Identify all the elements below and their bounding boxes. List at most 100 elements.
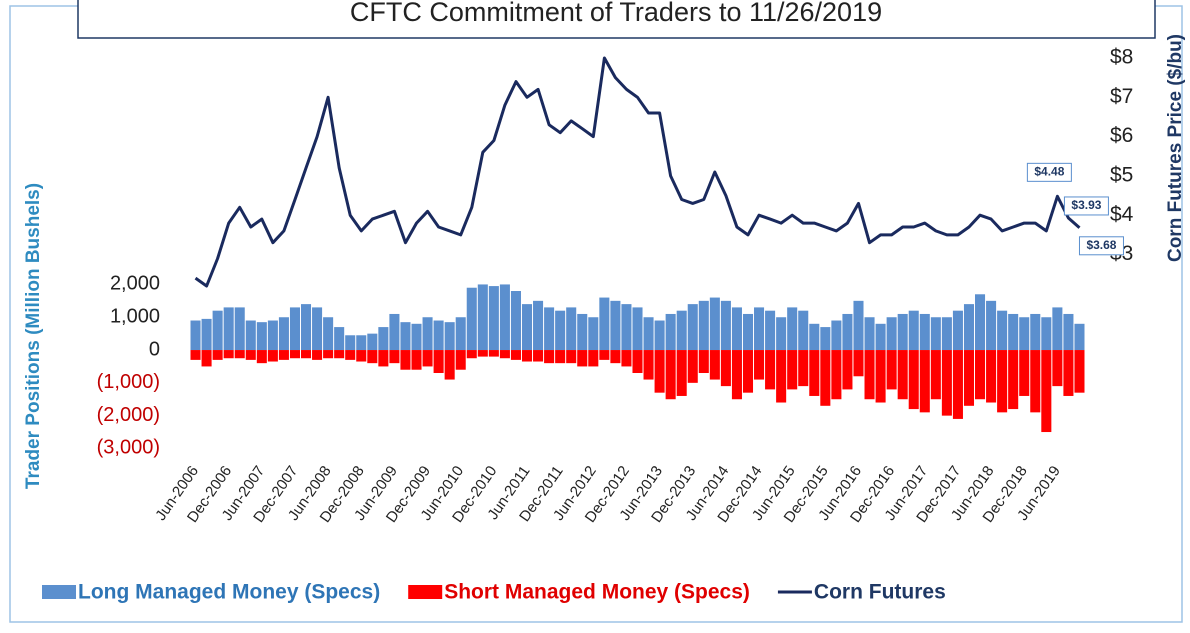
bar [610, 300, 621, 351]
bar [422, 350, 433, 367]
y2-tick-label: $4 [1110, 203, 1134, 226]
bar [334, 327, 345, 351]
bar [975, 294, 986, 351]
bar [941, 350, 952, 416]
y2-tick-label: $5 [1110, 163, 1133, 186]
bar [997, 350, 1008, 413]
bar [599, 350, 610, 360]
bar [466, 287, 477, 351]
bar [654, 320, 665, 351]
bar [356, 350, 367, 362]
bar [952, 350, 963, 419]
legend-label: Short Managed Money (Specs) [444, 581, 750, 604]
bar [323, 350, 334, 359]
bar [1030, 313, 1041, 351]
bar [555, 310, 566, 351]
bar [555, 350, 566, 364]
bar [632, 307, 643, 351]
bar [223, 307, 234, 351]
bar [378, 327, 389, 351]
bar [809, 350, 820, 396]
y-axis-label: Trader Positions (Million Bushels) [23, 183, 44, 489]
bar [201, 318, 212, 351]
bar [1063, 313, 1074, 351]
bar [577, 313, 588, 351]
annotation-box [1063, 196, 1109, 216]
bar [919, 313, 930, 351]
bar [411, 350, 422, 370]
bar [621, 304, 632, 351]
bar [577, 350, 588, 367]
bar [687, 304, 698, 351]
bar [731, 350, 742, 400]
bar [941, 317, 952, 351]
annotation-box [1078, 236, 1124, 256]
bar [488, 286, 499, 351]
bar [864, 350, 875, 400]
bar [477, 284, 488, 351]
bar [709, 297, 720, 351]
bar [212, 350, 223, 360]
bar [820, 350, 831, 406]
bar [765, 350, 776, 390]
bar [643, 350, 654, 380]
bar [588, 350, 599, 367]
bar [521, 350, 533, 362]
bar [1074, 323, 1085, 351]
bar [201, 350, 212, 367]
bar [400, 350, 411, 370]
annotation-box [1026, 162, 1072, 182]
bar [754, 350, 765, 380]
bar [521, 304, 533, 351]
bar [930, 317, 941, 351]
y-tick-label: 0 [149, 338, 160, 360]
chart-title: CFTC Commitment of Traders to 11/26/2019 [350, 0, 882, 27]
bar [1052, 307, 1063, 351]
bar [864, 317, 875, 351]
bar [1041, 350, 1052, 433]
bar [1008, 313, 1019, 351]
y2-tick-label: $6 [1110, 124, 1133, 147]
bar [455, 317, 466, 351]
bar [1030, 350, 1041, 413]
title-box [77, 0, 1156, 39]
y2-tick-label: $7 [1110, 85, 1133, 108]
bar [256, 350, 267, 364]
bar [709, 350, 720, 380]
bar [444, 350, 455, 380]
bar [754, 307, 765, 351]
bar [1063, 350, 1074, 396]
bar [1074, 350, 1085, 393]
bar [676, 310, 687, 351]
bar [256, 322, 267, 351]
annotation: $3.68 [1086, 238, 1116, 252]
bar [986, 350, 997, 403]
annotation: $4.48 [1034, 165, 1064, 179]
bar [919, 350, 930, 413]
bar [720, 350, 731, 387]
bar [853, 350, 864, 377]
bar [986, 300, 997, 351]
bar [422, 317, 433, 351]
bar [378, 350, 389, 367]
bar [930, 350, 941, 400]
bar [599, 297, 610, 351]
bar [632, 350, 643, 373]
bar [544, 350, 555, 364]
bar [267, 350, 278, 362]
bar [533, 350, 544, 362]
bar [820, 327, 831, 351]
bar [389, 350, 400, 364]
bar [1008, 350, 1019, 410]
bar [776, 350, 787, 403]
bar [853, 300, 864, 351]
bar [621, 350, 632, 367]
bar [952, 310, 963, 351]
bar [433, 320, 444, 351]
bar [886, 317, 897, 351]
bar [610, 350, 621, 364]
y-tick-label: 1,000 [110, 306, 160, 328]
bar [886, 350, 897, 390]
bar [809, 323, 820, 351]
bar [223, 350, 234, 359]
